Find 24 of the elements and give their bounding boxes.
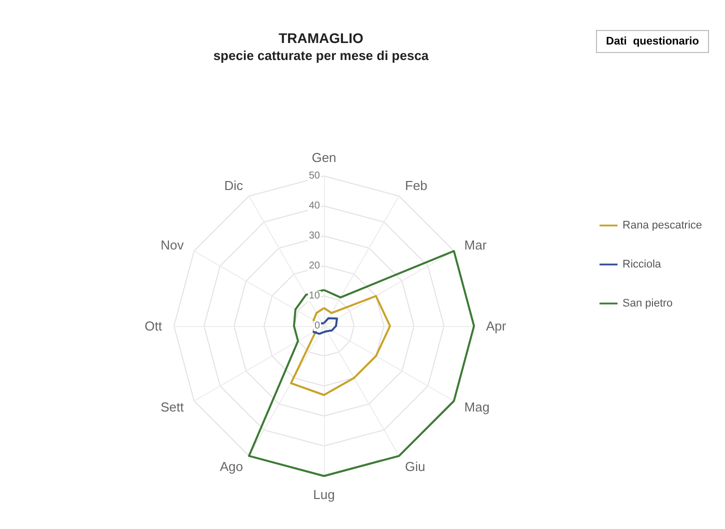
- spoke-label: Ott: [144, 318, 162, 334]
- spoke-label: Apr: [486, 318, 507, 334]
- y-tick-label: 50: [308, 170, 320, 182]
- spoke-label: Dic: [224, 178, 244, 194]
- spoke-label: Ago: [220, 458, 243, 474]
- spoke-label: Giu: [405, 458, 426, 474]
- y-tick-label: 10: [308, 290, 320, 302]
- y-tick-label: 20: [308, 260, 320, 272]
- spoke-label: Feb: [405, 178, 428, 194]
- legend-label: Rana pescatrice: [622, 220, 702, 232]
- legend-label: Ricciola: [622, 258, 662, 270]
- spoke-label: Sett: [160, 400, 184, 414]
- y-tick-label: 0: [314, 320, 320, 332]
- chart-subtitle: specie catturate per mese di pesca: [213, 48, 430, 63]
- spoke-label: Nov: [160, 238, 184, 252]
- text: Dati questionario: [606, 36, 700, 48]
- y-tick-label: 30: [308, 230, 320, 242]
- chart-title: TRAMAGLIO: [278, 30, 364, 46]
- legend-label: San pietro: [622, 298, 673, 310]
- spoke-label: Mag: [464, 400, 490, 414]
- y-tick-label: 40: [308, 200, 320, 212]
- spoke-label: Gen: [312, 150, 336, 165]
- spoke-label: Lug: [313, 487, 335, 502]
- spoke-label: Mar: [464, 238, 488, 252]
